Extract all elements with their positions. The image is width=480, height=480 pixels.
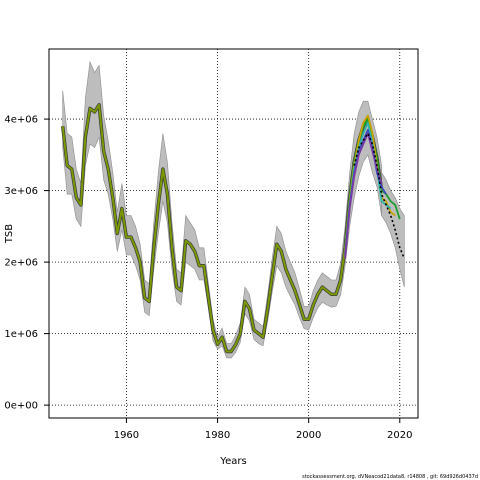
x-axis-label: Years <box>219 456 246 467</box>
y-axis-label: TSB <box>4 224 15 244</box>
x-tick-label: 1960 <box>114 430 139 441</box>
estimate-line <box>61 103 383 353</box>
x-tick-label: 2020 <box>387 430 412 441</box>
y-tick-label: 4e+06 <box>4 115 38 126</box>
axes: 1960 1980 2000 2020 0e+00 1e+06 2e+06 3e+06 4e+0… <box>4 115 412 441</box>
y-tick-label: 2e+06 <box>4 258 38 269</box>
y-tick-label: 1e+06 <box>4 329 38 340</box>
series-lines <box>61 103 406 354</box>
retrospective-peel-line <box>344 132 383 259</box>
y-tick-label: 0e+00 <box>4 401 38 412</box>
forecast-band <box>381 171 405 288</box>
confidence-band <box>62 60 382 359</box>
estimate-line-outline <box>61 103 384 354</box>
footer-credit: stockassessment.org, dVNeacod21data8, r1… <box>302 474 478 480</box>
y-tick-label: 3e+06 <box>4 186 38 197</box>
plot-frame <box>48 48 419 419</box>
x-tick-label: 2000 <box>296 430 321 441</box>
x-tick-label: 1980 <box>205 430 230 441</box>
